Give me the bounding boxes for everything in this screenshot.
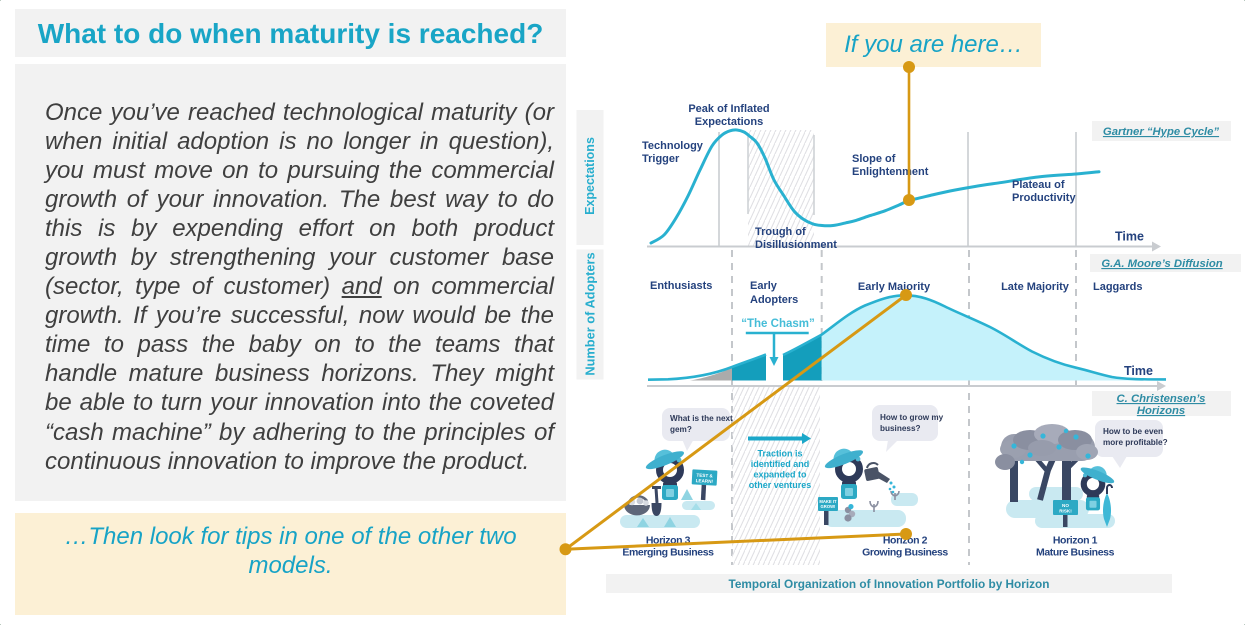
svg-text:Time: Time [1124, 364, 1153, 378]
svg-text:Productivity: Productivity [1012, 192, 1076, 204]
svg-text:Horizons: Horizons [1137, 405, 1185, 417]
svg-text:Disillusionment: Disillusionment [755, 239, 837, 251]
svg-text:Trigger: Trigger [642, 153, 680, 165]
svg-text:Growing Business: Growing Business [862, 547, 948, 559]
svg-text:C. Christensen’s: C. Christensen’s [1117, 393, 1206, 405]
svg-text:Expectations: Expectations [695, 116, 763, 128]
svg-text:“The Chasm”: “The Chasm” [741, 318, 815, 330]
svg-text:LEARN!: LEARN! [696, 478, 714, 484]
svg-text:business?: business? [880, 424, 921, 433]
svg-text:Emerging Business: Emerging Business [622, 547, 714, 559]
svg-text:Technology: Technology [642, 140, 704, 152]
svg-text:How to be even: How to be even [1103, 427, 1163, 436]
svg-text:RISK!: RISK! [1059, 509, 1072, 514]
svg-text:Laggards: Laggards [1093, 281, 1143, 293]
svg-text:NO: NO [1062, 503, 1069, 508]
svg-text:Early: Early [750, 280, 778, 292]
svg-text:Slope of: Slope of [852, 153, 896, 165]
svg-text:expanded to: expanded to [753, 470, 807, 480]
svg-text:MAKE IT: MAKE IT [819, 499, 837, 504]
svg-text:Temporal Organization of Innov: Temporal Organization of Innovation Port… [729, 577, 1050, 591]
svg-text:other ventures: other ventures [749, 480, 812, 490]
svg-text:Number of Adopters: Number of Adopters [583, 252, 598, 375]
svg-text:What is the next: What is the next [670, 414, 733, 423]
svg-text:identified and: identified and [751, 459, 810, 469]
svg-text:Traction is: Traction is [757, 449, 802, 459]
svg-text:gem?: gem? [670, 425, 692, 434]
svg-text:Mature Business: Mature Business [1036, 547, 1115, 559]
svg-text:G.A. Moore’s Diffusion: G.A. Moore’s Diffusion [1101, 258, 1222, 270]
svg-text:Expectations: Expectations [583, 137, 597, 215]
svg-text:more profitable?: more profitable? [1103, 438, 1168, 447]
svg-text:How to grow my: How to grow my [880, 413, 944, 422]
svg-text:Horizon 1: Horizon 1 [1053, 535, 1098, 547]
svg-text:TEST &: TEST & [696, 473, 713, 479]
svg-text:Trough of: Trough of [755, 226, 806, 238]
svg-text:Plateau of: Plateau of [1012, 179, 1065, 191]
svg-text:Early Majority: Early Majority [858, 281, 931, 293]
svg-text:Enlightenment: Enlightenment [852, 166, 929, 178]
svg-text:Late Majority: Late Majority [1001, 281, 1070, 293]
svg-text:GROW!: GROW! [821, 504, 836, 509]
svg-text:Gartner “Hype Cycle”: Gartner “Hype Cycle” [1103, 126, 1220, 138]
svg-text:Horizon 2: Horizon 2 [883, 535, 928, 547]
svg-text:Time: Time [1115, 230, 1144, 244]
svg-text:Peak of Inflated: Peak of Inflated [688, 103, 769, 115]
svg-text:Adopters: Adopters [750, 294, 798, 306]
svg-text:Enthusiasts: Enthusiasts [650, 280, 712, 292]
